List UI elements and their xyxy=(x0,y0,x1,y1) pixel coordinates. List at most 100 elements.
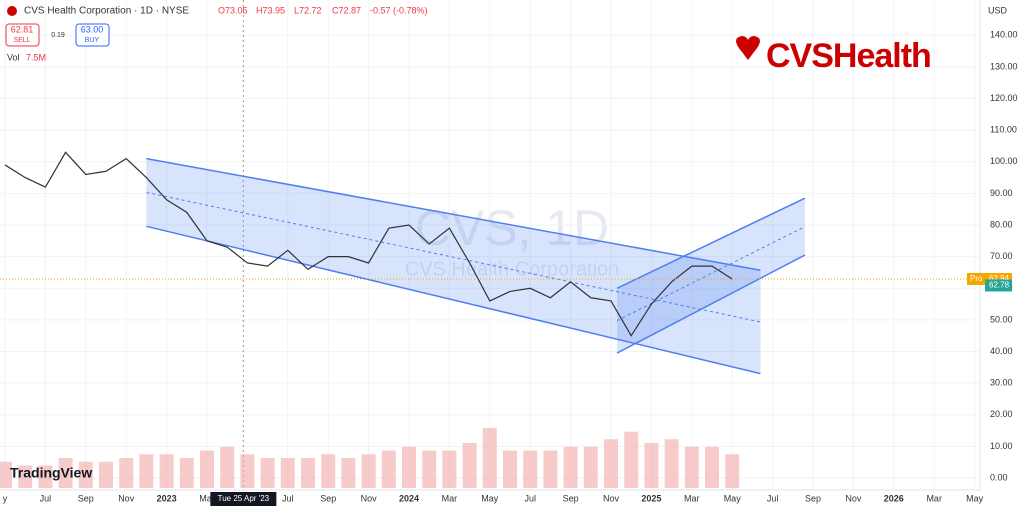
ohlc-value: -0.57 (-0.78%) xyxy=(370,5,428,15)
x-tick-label: 2023 xyxy=(157,493,177,503)
y-tick-label: 100.00 xyxy=(990,156,1018,166)
x-tick-label: 2026 xyxy=(884,493,904,503)
logo-heart xyxy=(736,36,760,60)
x-tick-label: Sep xyxy=(78,493,94,503)
volume-bar xyxy=(361,454,376,488)
volume-bar xyxy=(58,458,73,488)
volume-bar xyxy=(301,458,315,488)
y-tick-label: 140.00 xyxy=(990,30,1018,40)
spread: 0.19 xyxy=(51,32,65,39)
volume-bar xyxy=(624,431,639,488)
channel-mid xyxy=(616,226,806,322)
volume-bar xyxy=(503,450,517,488)
price-tag-label: Pro xyxy=(970,274,983,283)
y-tick-label: 110.00 xyxy=(990,125,1017,135)
volume-bar xyxy=(705,446,719,488)
sell-label: SELL xyxy=(13,37,30,44)
x-tick-label: Sep xyxy=(320,493,336,503)
volume-bar xyxy=(402,446,416,488)
x-tick-label: 2024 xyxy=(399,493,419,503)
ohlc: O73.05 H73.95 L72.72 C72.87 -0.57 (-0.78%) xyxy=(218,5,428,15)
volume-bar xyxy=(462,443,477,488)
volume-bar xyxy=(442,450,457,488)
symbol-icon xyxy=(7,6,17,16)
y-tick-label: 130.00 xyxy=(990,61,1018,71)
volume-bar xyxy=(664,439,679,488)
x-tick-label: Nov xyxy=(603,493,620,503)
x-tick-label: Nov xyxy=(118,493,135,503)
watermark: CVS, 1D xyxy=(415,200,610,256)
volume-value: 7.5M xyxy=(26,52,46,62)
volume-bar xyxy=(280,458,295,488)
x-tick-label: Mar xyxy=(684,493,700,503)
price-line xyxy=(4,151,733,337)
ohlc-value: L72.72 xyxy=(294,5,322,15)
x-tick-label: Mar xyxy=(926,493,942,503)
y-tick-label: 20.00 xyxy=(990,409,1013,419)
y-tick-label: 70.00 xyxy=(990,251,1013,261)
volume-bar xyxy=(583,446,598,488)
volume-label: Vol xyxy=(7,52,20,62)
y-tick-label: 80.00 xyxy=(990,219,1013,229)
channel-upper xyxy=(146,157,761,271)
channel-fill xyxy=(146,158,761,374)
volume-bar xyxy=(159,454,174,488)
volume-bar xyxy=(563,446,578,488)
channel-lower xyxy=(616,254,806,354)
x-tick-label: Jul xyxy=(282,493,294,503)
x-tick-label: Jul xyxy=(767,493,779,503)
y-tick-label: 30.00 xyxy=(990,378,1013,388)
volume-bar xyxy=(523,450,538,488)
x-tick-label: Mar xyxy=(442,493,458,503)
volume-bar xyxy=(341,458,356,488)
volume-bar xyxy=(260,458,275,488)
volume-bar xyxy=(321,454,336,488)
volume-bar xyxy=(179,458,194,488)
channel-upper xyxy=(616,197,806,289)
x-tick-label: 2025 xyxy=(641,493,661,503)
buy-price: 63.00 xyxy=(81,24,104,34)
sell-button[interactable] xyxy=(5,23,40,47)
volume-bar xyxy=(482,428,497,488)
volume-bar xyxy=(99,461,113,488)
y-tick-label: 0.00 xyxy=(990,472,1008,482)
logo: CVSHealth xyxy=(766,37,931,75)
volume-bar xyxy=(543,450,558,488)
volume-bar xyxy=(381,450,396,488)
buy-label: BUY xyxy=(85,37,100,44)
volume-bar xyxy=(0,461,12,488)
x-tick-label: May xyxy=(724,493,742,503)
volume-bar xyxy=(119,458,134,488)
volume-bar xyxy=(604,439,618,488)
volume-bar xyxy=(240,454,255,488)
volume-bar xyxy=(220,446,235,488)
volume-bar xyxy=(422,450,437,488)
price-tag-value: 62.94 xyxy=(989,274,1010,283)
y-tick-label: 40.00 xyxy=(990,346,1013,356)
x-tick-label: Jul xyxy=(524,493,536,503)
chart-title[interactable]: CVS Health Corporation · 1D · NYSE xyxy=(24,6,189,17)
channel-fill xyxy=(617,198,805,354)
last-tag-label: 62.78 xyxy=(989,281,1010,290)
x-tick-label: May xyxy=(481,493,499,503)
last-tag-box xyxy=(985,279,1012,292)
x-tick-label: Sep xyxy=(563,493,579,503)
x-tick-label: May xyxy=(966,493,984,503)
x-tick-label: Mar xyxy=(199,493,215,503)
volume-bar xyxy=(684,446,699,488)
crosshair-date: Tue 25 Apr '23 xyxy=(218,494,270,503)
brand: TradingView xyxy=(10,465,92,481)
plot xyxy=(0,0,981,491)
volume-bar xyxy=(139,454,154,488)
volume-bar xyxy=(38,465,53,488)
x-tick-label: y xyxy=(3,493,8,503)
currency: USD xyxy=(988,5,1008,15)
x-tick-label: Jul xyxy=(40,493,52,503)
y-tick-label: 50.00 xyxy=(990,314,1013,324)
y-tick-label: 90.00 xyxy=(990,188,1013,198)
buy-button[interactable] xyxy=(75,23,110,47)
channel-mid xyxy=(146,191,761,323)
x-tick-label: Nov xyxy=(845,493,862,503)
ohlc-value: C72.87 xyxy=(332,5,361,15)
sell-price: 62.81 xyxy=(11,24,34,34)
